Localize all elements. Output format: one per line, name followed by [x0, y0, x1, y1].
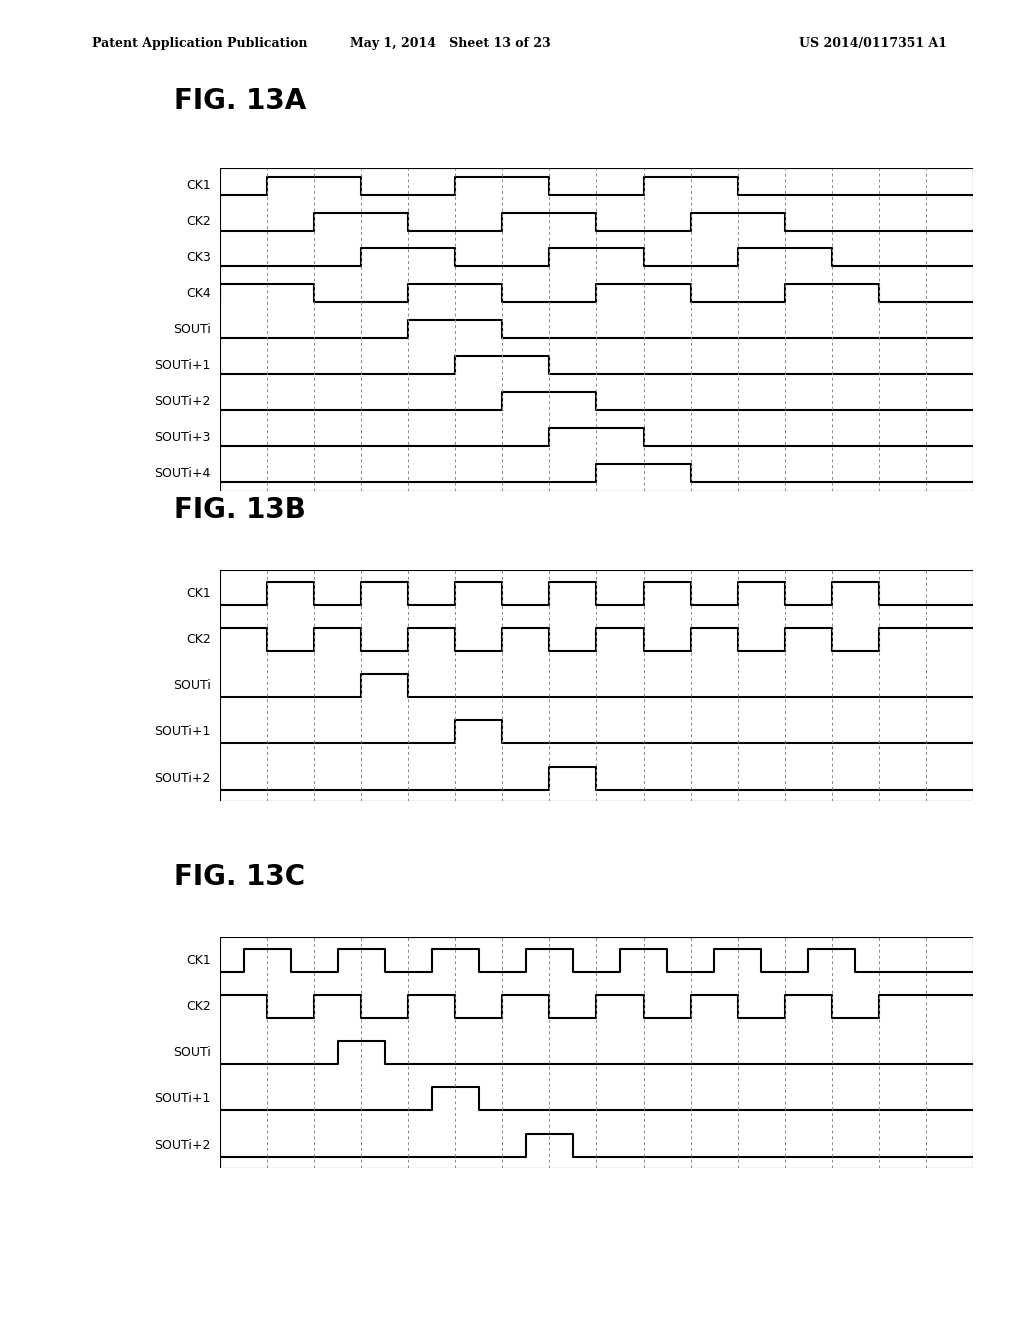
Text: CK2: CK2: [186, 634, 211, 645]
Text: SOUTi+3: SOUTi+3: [155, 430, 211, 444]
Text: SOUTi+2: SOUTi+2: [155, 772, 211, 784]
Text: SOUTi+2: SOUTi+2: [155, 395, 211, 408]
Text: CK2: CK2: [186, 1001, 211, 1012]
Text: FIG. 13B: FIG. 13B: [174, 496, 306, 524]
Text: SOUTi+4: SOUTi+4: [155, 466, 211, 479]
Text: CK3: CK3: [186, 251, 211, 264]
Text: US 2014/0117351 A1: US 2014/0117351 A1: [799, 37, 947, 50]
Text: SOUTi+1: SOUTi+1: [155, 726, 211, 738]
Text: SOUTi: SOUTi: [173, 680, 211, 692]
Text: CK4: CK4: [186, 286, 211, 300]
Text: CK1: CK1: [186, 954, 211, 966]
Text: Patent Application Publication: Patent Application Publication: [92, 37, 307, 50]
Text: SOUTi+1: SOUTi+1: [155, 1093, 211, 1105]
Text: SOUTi+1: SOUTi+1: [155, 359, 211, 372]
Text: SOUTi+2: SOUTi+2: [155, 1139, 211, 1151]
Text: FIG. 13A: FIG. 13A: [174, 87, 306, 115]
Text: CK1: CK1: [186, 587, 211, 599]
Text: SOUTi: SOUTi: [173, 323, 211, 335]
Text: CK2: CK2: [186, 215, 211, 228]
Text: FIG. 13C: FIG. 13C: [174, 863, 305, 891]
Text: CK1: CK1: [186, 180, 211, 193]
Text: SOUTi: SOUTi: [173, 1047, 211, 1059]
Text: May 1, 2014   Sheet 13 of 23: May 1, 2014 Sheet 13 of 23: [350, 37, 551, 50]
